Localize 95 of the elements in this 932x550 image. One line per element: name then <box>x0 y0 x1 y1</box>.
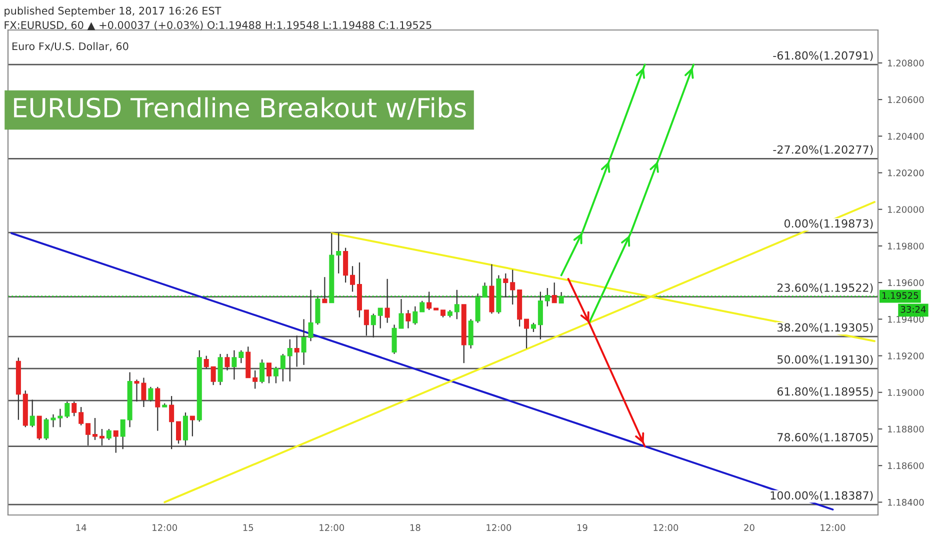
y-tick-label: 1.19200 <box>888 352 924 360</box>
y-tick-label: 1.18400 <box>888 498 924 506</box>
ref-line-label: -61.80%(1.20791) <box>773 51 873 61</box>
candlestick <box>190 416 195 437</box>
x-tick-label: 12:00 <box>152 524 178 532</box>
y-tick-label: 1.20400 <box>888 132 924 140</box>
candlestick <box>336 232 342 274</box>
y-tick-label: 1.20800 <box>888 60 924 66</box>
candlestick <box>475 292 480 324</box>
candlestick <box>406 309 411 329</box>
candlestick <box>92 417 98 441</box>
x-tick-label: 12:00 <box>486 524 512 532</box>
y-tick-label: 1.20200 <box>888 169 924 176</box>
candlestick <box>301 318 306 366</box>
candlestick <box>370 313 376 338</box>
ref-line-label: 0.00%(1.19873) <box>784 219 873 229</box>
line-series <box>560 64 646 276</box>
candlestick <box>273 366 278 384</box>
text: 33:24 <box>900 306 926 313</box>
candlestick <box>30 399 35 428</box>
annotation: FX:EURUSD, 60 ▲ +0.00037 (+0.03%) O:1.19488 H:1.19548 L:1.19488 C:1.19525 <box>4 20 432 30</box>
x-tick-label: 19 <box>577 524 588 532</box>
candlestick <box>552 282 557 304</box>
candlestick <box>155 386 160 432</box>
candlestick <box>106 428 112 441</box>
candlestick <box>36 416 42 441</box>
x-tick-label: 20 <box>744 524 754 532</box>
candlestick <box>426 291 432 311</box>
candlestick <box>58 408 63 428</box>
candlestick <box>544 288 550 307</box>
x-tick-label: 12:00 <box>320 524 344 532</box>
y-tick-label: 1.19600 <box>888 279 924 286</box>
candlestick <box>78 406 84 426</box>
candlestick <box>86 422 91 446</box>
candlestick <box>343 247 348 284</box>
x-tick-label: 18 <box>410 524 420 532</box>
x-tick-label: 14 <box>76 524 86 531</box>
ref-line-label: 1.19525 <box>882 292 918 299</box>
candlestick <box>454 289 460 320</box>
candlestick <box>113 430 118 454</box>
y-tick-label: 1.18800 <box>888 426 924 433</box>
candlestick <box>210 366 216 386</box>
y-tick-label: 1.19800 <box>888 242 924 250</box>
y-tick-label: 1.20600 <box>888 96 924 104</box>
candlestick <box>364 309 369 336</box>
candlestick <box>232 350 237 380</box>
y-tick-label: 1.18600 <box>888 462 924 470</box>
candlestick <box>384 278 390 324</box>
candlestick <box>224 353 230 371</box>
candlestick <box>204 355 209 370</box>
candlestick <box>538 291 543 340</box>
candlestick <box>524 318 530 350</box>
candlestick <box>350 266 356 292</box>
candlestick <box>238 350 244 364</box>
candlestick <box>218 353 223 386</box>
candlestick <box>510 269 516 306</box>
candlestick <box>530 322 536 333</box>
candlestick <box>420 300 425 312</box>
ref-line-label: 61.80%(1.18955) <box>777 387 873 397</box>
candlestick <box>148 386 154 402</box>
candlestick <box>558 292 564 304</box>
text: published September 18, 2017 16:26 EST <box>4 6 222 17</box>
candlestick <box>266 362 272 384</box>
candlestick <box>99 428 104 446</box>
ref-line-label: 23.60%(1.19522) <box>777 283 873 294</box>
x-tick-label: 15 <box>243 524 254 532</box>
candlestick <box>322 276 328 304</box>
x-tick-label: 12:00 <box>820 524 846 532</box>
candlestick <box>412 306 418 326</box>
ref-line-label: 100.00%(1.18387) <box>770 491 873 501</box>
y-tick-label: 1.20000 <box>888 206 924 213</box>
candlestick <box>294 335 300 368</box>
ref-line-label: 38.20%(1.19305) <box>778 323 873 333</box>
candlestick <box>182 412 188 446</box>
candlestick <box>503 272 508 298</box>
candlestick <box>260 358 265 384</box>
ref-line-label: -27.20%(1.20277) <box>773 145 873 156</box>
y-tick-label: 1.19000 <box>888 389 924 396</box>
text: Euro Fx/U.S. Dollar, 60 <box>12 42 128 52</box>
candlestick <box>482 282 488 298</box>
candlestick <box>72 400 77 417</box>
ref-line-label: 78.60%(1.18705) <box>778 432 873 443</box>
candlestick <box>287 338 292 382</box>
candlestick <box>280 353 286 382</box>
candlestick <box>252 370 258 390</box>
candlestick <box>468 318 474 350</box>
ref-line-label: 50.00%(1.19130) <box>778 355 873 365</box>
candlestick <box>169 395 174 450</box>
candlestick <box>120 419 126 450</box>
x-tick-label: 12:00 <box>654 524 678 532</box>
text: EURUSD Trendline Breakout w/Fibs <box>14 97 466 120</box>
candlestick <box>64 400 70 419</box>
candlestick <box>378 308 383 329</box>
line-series <box>588 64 695 324</box>
candlestick <box>176 421 182 444</box>
